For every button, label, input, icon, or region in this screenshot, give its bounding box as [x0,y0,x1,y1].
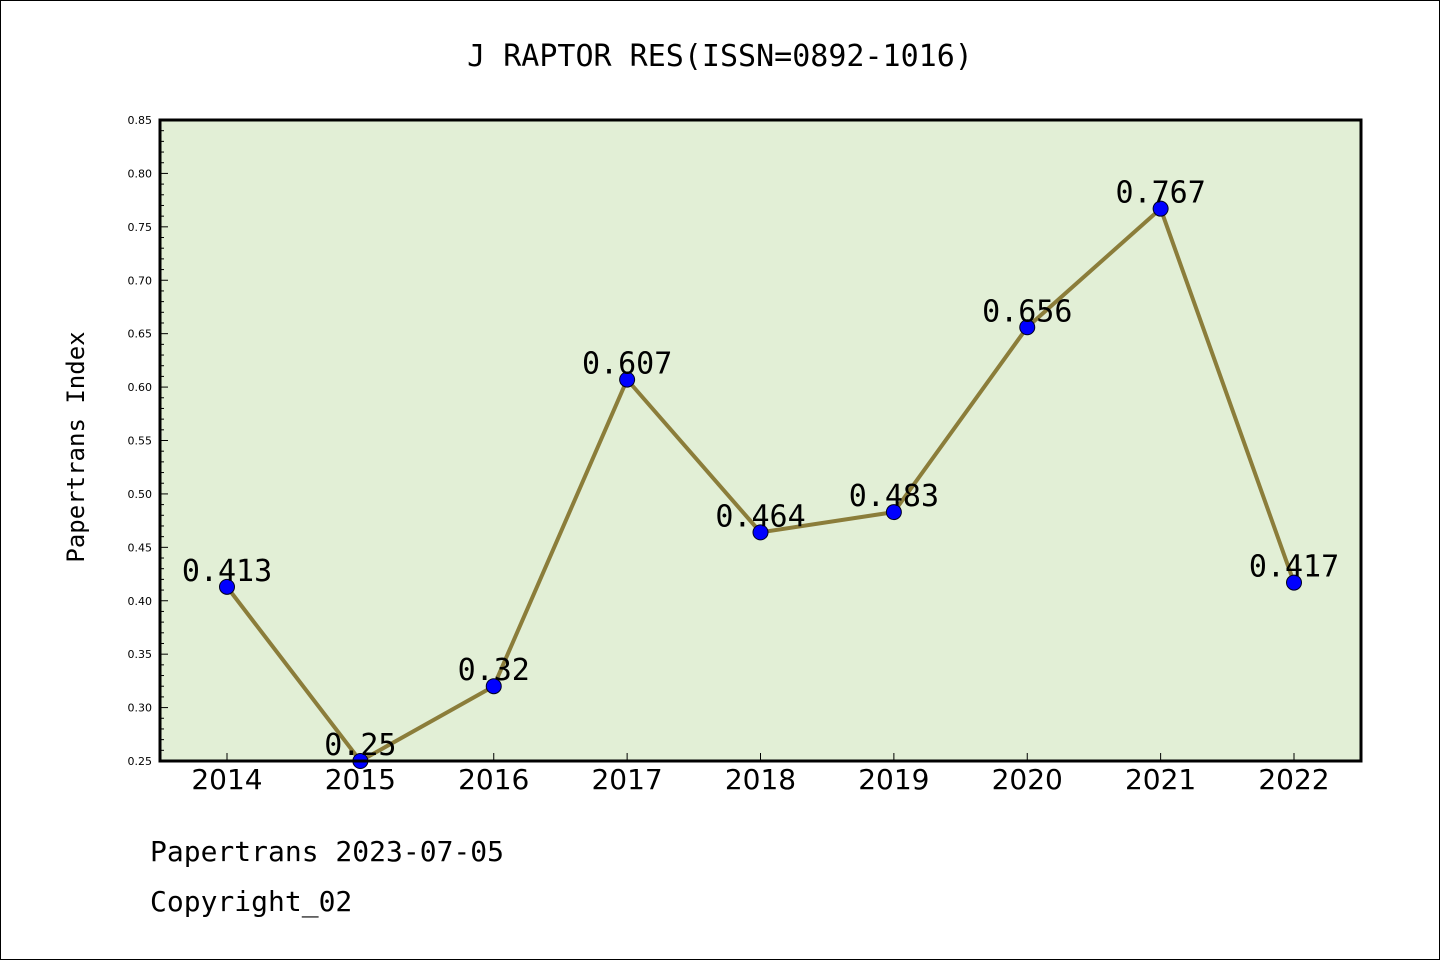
x-tick-label: 2019 [858,763,929,796]
data-point [619,371,636,388]
y-tick-label: 0.65 [128,328,153,341]
data-label: 0.32 [458,653,530,688]
x-tick-label: 2014 [191,763,262,796]
data-labels: 0.413 0.25 0.32 0.607 0.464 0.483 0.656 0.767 0.… [182,176,1339,763]
y-tick-label: 0.60 [128,381,153,394]
x-tick-label: 2022 [1258,763,1329,796]
y-tick-label: 0.55 [128,435,153,448]
y-axis-label: Papertrans Index [62,331,90,562]
y-tick-label: 0.30 [128,702,153,715]
x-tick-label: 2016 [458,763,529,796]
footer-copyright: Copyright_02 [150,885,353,918]
plot-border [158,118,1363,763]
data-markers [219,200,1302,769]
data-point [1286,574,1302,591]
data-point [752,524,769,541]
data-label: 0.25 [324,728,396,763]
y-tick-label: 0.25 [128,755,153,768]
data-label: 0.464 [715,499,805,534]
y-tick-label: 0.40 [128,595,153,608]
x-tick-label: 2017 [591,763,662,796]
y-tick-label: 0.80 [128,167,153,180]
plot-area [160,120,1361,761]
data-label: 0.413 [182,554,272,589]
data-point [1019,319,1036,336]
data-label: 0.607 [582,347,672,382]
x-tick-label: 2020 [992,763,1063,796]
data-label: 0.656 [982,294,1072,329]
y-tick-label: 0.85 [128,114,153,127]
data-point [219,578,235,595]
x-axis: 2014 2015 2016 2017 2018 2019 2020 2021 2022 [191,753,1330,796]
footer-date: Papertrans 2023-07-05 [150,835,505,868]
data-label: 0.417 [1249,550,1339,585]
x-tick-label: 2018 [725,763,796,796]
y-tick-label: 0.75 [128,221,153,234]
y-tick-label: 0.50 [128,488,153,501]
y-tick-label: 0.45 [128,541,153,554]
data-label: 0.483 [849,479,939,514]
y-tick-label: 0.35 [128,648,153,661]
data-point [1152,200,1169,217]
y-tick-label: 0.70 [128,274,153,287]
data-point [485,678,502,695]
data-point [885,504,902,521]
data-label: 0.767 [1115,176,1205,211]
x-tick-label: 2021 [1125,763,1196,796]
chart-title: J RAPTOR RES(ISSN=0892-1016) [467,39,973,74]
